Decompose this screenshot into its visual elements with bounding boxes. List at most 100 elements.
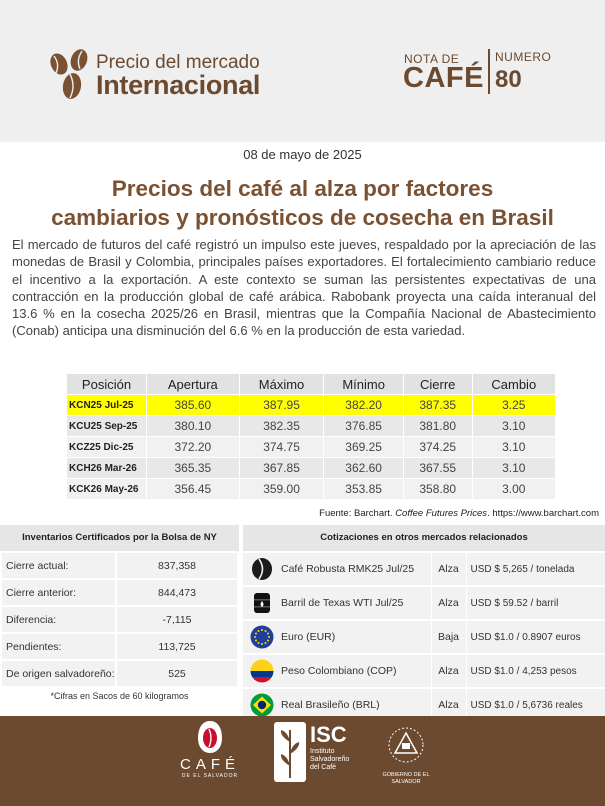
inventory-value: -7,115	[115, 605, 239, 634]
table-cell: 376.85	[323, 415, 404, 437]
headline-line1: Precios del café al alza por factores	[111, 176, 494, 201]
table-cell: 3.10	[471, 457, 557, 479]
brazil-flag-icon	[250, 693, 274, 717]
table-cell: 3.10	[471, 415, 557, 437]
inventory-value: 113,725	[115, 632, 239, 661]
quote-trend: Alza	[430, 585, 467, 621]
table-row: Cierre actual: 837,358	[0, 551, 239, 580]
table-cell: 387.95	[238, 394, 325, 416]
quote-trend: Alza	[430, 653, 467, 689]
el-salvador-coat-of-arms-icon	[388, 727, 424, 763]
isc-logo: ISC Instituto Salvadoreño del Café	[274, 722, 354, 782]
inventory-label: Cierre anterior:	[0, 578, 117, 607]
table-cell: 367.85	[238, 457, 325, 479]
table-cell: 367.55	[402, 457, 473, 479]
nota-label: NOTA DE	[404, 52, 460, 66]
isc-logo-text: ISC	[310, 722, 347, 747]
gobierno-logo: GOBIERNO DE EL SALVADOR	[376, 725, 436, 785]
isc-logo-subtext: Instituto Salvadoreño del Café	[310, 748, 350, 771]
table-cell: 387.35	[402, 394, 473, 416]
page-header	[0, 0, 605, 142]
nota-cafe: CAFÉ	[403, 62, 484, 94]
inventories-table: Cierre actual: 837,358 Cierre anterior: …	[0, 551, 239, 688]
cafe-de-el-salvador-logo-icon	[198, 721, 222, 753]
table-header-row: Posición Apertura Máximo Mínimo Cierre C…	[66, 373, 557, 395]
headline-line2: cambiarios y pronósticos de cosecha en B…	[51, 205, 554, 230]
gobierno-logo-text: GOBIERNO DE EL SALVADOR	[382, 772, 430, 785]
table-cell: 382.20	[323, 394, 404, 416]
column-header: Mínimo	[323, 373, 404, 395]
quote-value: USD $1.0 / 4,253 pesos	[466, 653, 605, 689]
table-cell: 369.25	[323, 436, 404, 458]
inventory-value: 837,358	[115, 551, 239, 580]
table-cell: 3.25	[471, 394, 557, 416]
inventory-value: 844,473	[115, 578, 239, 607]
column-header: Cambio	[471, 373, 557, 395]
table-cell: 374.75	[238, 436, 325, 458]
quote-trend: Alza	[430, 551, 467, 587]
table-row: Euro (EUR) Baja USD $1.0 / 0.8907 euros	[243, 619, 605, 655]
table-cell: KCZ25 Dic-25	[66, 436, 147, 458]
oil-barrel-icon	[254, 593, 270, 613]
inventory-label: Cierre actual:	[0, 551, 117, 580]
quote-icon-cell	[243, 619, 281, 655]
quote-value: USD $ 59.52 / barril	[466, 585, 605, 621]
article-headline: Precios del café al alza por factores ca…	[0, 174, 605, 232]
table-cell: 356.45	[146, 478, 240, 500]
quotes-title: Cotizaciones en otros mercados relaciona…	[243, 525, 605, 551]
table-row: Cierre anterior: 844,473	[0, 578, 239, 607]
table-row: De origen salvadoreño: 525	[0, 659, 239, 688]
quote-icon-cell	[243, 585, 281, 621]
table-row: KCN25 Jul-25 385.60 387.95 382.20 387.35…	[66, 394, 557, 416]
table-cell: 381.80	[402, 415, 473, 437]
eu-flag-icon	[250, 625, 274, 649]
brand-line2: Internacional	[96, 70, 261, 100]
table-row: KCU25 Sep-25 380.10 382.35 376.85 381.80…	[66, 415, 557, 437]
quote-name: Peso Colombiano (COP)	[281, 653, 431, 689]
table-cell: 3.10	[471, 436, 557, 458]
table-cell: KCN25 Jul-25	[66, 394, 147, 416]
quote-value: USD $ 5,265 / tonelada	[466, 551, 605, 587]
inventory-label: De origen salvadoreño:	[0, 659, 117, 688]
numero-label: NUMERO	[495, 50, 552, 64]
column-header: Máximo	[238, 373, 325, 395]
table-row: KCH26 Mar-26 365.35 367.85 362.60 367.55…	[66, 457, 557, 479]
table-cell: 385.60	[146, 394, 240, 416]
numero-value: 80	[495, 66, 522, 93]
table-row: KCZ25 Dic-25 372.20 374.75 369.25 374.25…	[66, 436, 557, 458]
coffee-plant-icon	[280, 730, 300, 778]
brand-line1: Precio del mercado	[96, 52, 260, 73]
table-cell: KCU25 Sep-25	[66, 415, 147, 437]
table-cell: 374.25	[402, 436, 473, 458]
quote-value: USD $1.0 / 0.8907 euros	[466, 619, 605, 655]
inventory-label: Diferencia:	[0, 605, 117, 634]
table-row: Café Robusta RMK25 Jul/25 Alza USD $ 5,2…	[243, 551, 605, 587]
coffee-bean-icon	[252, 558, 272, 580]
source-note: Fuente: Barchart. Coffee Futures Prices.…	[319, 508, 599, 519]
column-header: Apertura	[146, 373, 240, 395]
table-row: KCK26 May-26 356.45 359.00 353.85 358.80…	[66, 478, 557, 500]
source-prefix: Fuente: Barchart.	[319, 508, 396, 519]
article-date: 08 de mayo de 2025	[243, 147, 362, 162]
quote-name: Café Robusta RMK25 Jul/25	[281, 551, 431, 587]
column-header: Posición	[66, 373, 147, 395]
table-cell: 362.60	[323, 457, 404, 479]
quote-icon-cell	[243, 653, 281, 689]
table-cell: KCK26 May-26	[66, 478, 147, 500]
inventories-title: Inventarios Certificados por la Bolsa de…	[0, 525, 239, 551]
quote-name: Euro (EUR)	[281, 619, 431, 655]
quote-trend: Baja	[430, 619, 467, 655]
quotes-table: Café Robusta RMK25 Jul/25 Alza USD $ 5,2…	[243, 551, 605, 723]
isc-logo-mark	[274, 722, 306, 782]
table-cell: KCH26 Mar-26	[66, 457, 147, 479]
table-row: Peso Colombiano (COP) Alza USD $1.0 / 4,…	[243, 653, 605, 689]
colombia-flag-icon	[250, 659, 274, 683]
quote-name: Barril de Texas WTI Jul/25	[281, 585, 431, 621]
source-title: Coffee Futures Prices	[395, 508, 488, 519]
coffee-beans-logo-icon	[50, 49, 88, 99]
table-row: Diferencia: -7,115	[0, 605, 239, 634]
table-cell: 372.20	[146, 436, 240, 458]
inventories-note: *Cifras en Sacos de 60 kilogramos	[50, 691, 189, 701]
table-cell: 3.00	[471, 478, 557, 500]
column-header: Cierre	[402, 373, 473, 395]
